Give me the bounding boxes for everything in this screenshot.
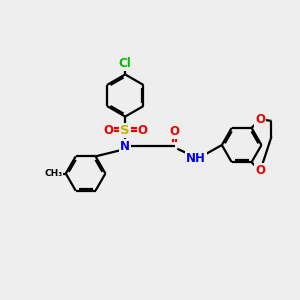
- Text: O: O: [255, 164, 265, 177]
- Text: Cl: Cl: [119, 57, 132, 70]
- Text: NH: NH: [186, 152, 206, 165]
- Text: N: N: [120, 140, 130, 153]
- Text: CH₃: CH₃: [44, 169, 62, 178]
- Text: O: O: [138, 124, 148, 137]
- Text: O: O: [170, 125, 180, 138]
- Text: O: O: [103, 124, 113, 137]
- Text: S: S: [120, 124, 130, 137]
- Text: O: O: [255, 113, 265, 126]
